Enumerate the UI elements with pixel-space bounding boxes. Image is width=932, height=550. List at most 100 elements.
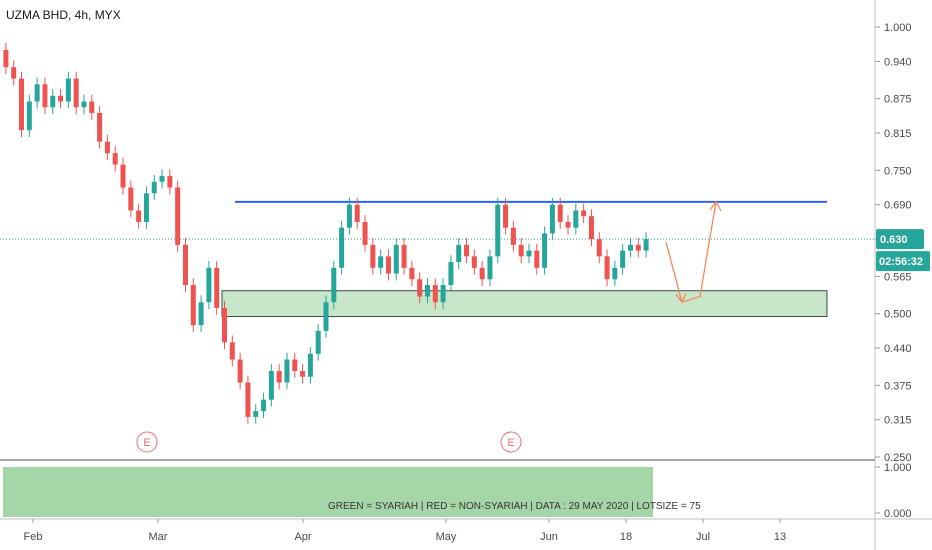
candle-body	[424, 285, 430, 297]
candle-body	[479, 267, 485, 280]
y-tick-label: 1.000	[884, 22, 912, 34]
x-tick-label: Apr	[294, 531, 311, 543]
candle-body	[635, 244, 641, 251]
candle-body	[261, 399, 267, 412]
candle-body	[565, 221, 571, 228]
earnings-marker[interactable]	[500, 431, 522, 453]
candle-body	[534, 250, 540, 268]
candle-body	[503, 204, 509, 228]
candle-body	[206, 267, 212, 303]
y-tick-label: 0.875	[884, 94, 912, 106]
earnings-marker-label: E	[143, 437, 150, 449]
candle-body	[627, 244, 633, 251]
indicator-bar	[3, 467, 653, 517]
candle-body	[549, 204, 555, 234]
candle-body	[495, 204, 501, 257]
candle-body	[3, 49, 9, 68]
candle-body	[73, 78, 79, 108]
candle-body	[229, 342, 235, 360]
candle-body	[385, 256, 391, 274]
candle-body	[58, 95, 64, 102]
candle-body	[26, 101, 32, 131]
last-price-value: 0.630	[880, 234, 908, 246]
candle-body	[471, 256, 477, 268]
candle-body	[487, 256, 493, 280]
forecast-arrow-path	[665, 201, 717, 304]
y-tick-label: 0.250	[884, 452, 912, 464]
candle-body	[307, 353, 313, 377]
candle-body	[65, 78, 71, 102]
candle-body	[182, 244, 188, 285]
candle-body	[339, 227, 345, 268]
candle-body	[143, 193, 149, 222]
candle-body	[50, 95, 56, 108]
candle-body	[284, 359, 290, 383]
candle-body	[362, 221, 368, 245]
indicator-tick-label: 0.000	[884, 508, 912, 520]
candle-body	[510, 227, 516, 245]
candle-body	[276, 371, 282, 383]
candle-body	[518, 244, 524, 257]
candle-body	[190, 285, 196, 326]
candle-body	[104, 141, 110, 154]
x-tick-label: 18	[620, 531, 632, 543]
candle-body	[89, 101, 95, 113]
x-tick-label: Mar	[149, 531, 168, 543]
candle-body	[432, 285, 438, 303]
candle-body	[214, 267, 220, 308]
candle-body	[159, 176, 165, 182]
countdown-badge	[876, 251, 930, 272]
y-tick-label: 0.315	[884, 415, 912, 427]
candle-body	[464, 244, 470, 257]
forecast-arrow-up-head	[709, 200, 722, 212]
candle-body	[417, 279, 423, 297]
candle-body	[167, 176, 173, 188]
candle-body	[245, 382, 251, 417]
y-tick-label: 0.440	[884, 343, 912, 355]
indicator-note: GREEN = SYARIAH | RED = NON-SYARIAH | DA…	[328, 501, 701, 512]
candle-body	[151, 181, 157, 194]
candle-body	[11, 67, 17, 79]
x-tick-label: May	[436, 531, 457, 543]
support-zone[interactable]	[221, 290, 828, 318]
candle-body	[440, 285, 446, 303]
earnings-marker-label: E	[507, 437, 514, 449]
candle-body	[393, 244, 399, 274]
candle-body	[378, 256, 384, 268]
candle-body	[448, 262, 454, 285]
candle-body	[354, 204, 360, 222]
x-tick-label: Jul	[696, 531, 710, 543]
candle-body	[112, 153, 118, 165]
candle-body	[300, 371, 306, 377]
earnings-marker[interactable]	[136, 431, 158, 453]
candle-body	[120, 164, 126, 188]
chart-title: UZMA BHD, 4h, MYX	[6, 8, 121, 22]
candle-body	[97, 113, 103, 142]
candle-body	[573, 210, 579, 228]
candle-body	[557, 204, 563, 222]
candle-body	[292, 359, 298, 371]
candle-body	[198, 302, 204, 326]
candle-body	[604, 256, 610, 280]
candle-body	[620, 250, 626, 268]
indicator-tick-label: 1.000	[884, 462, 912, 474]
last-price-badge	[876, 229, 924, 250]
y-tick-label: 0.690	[884, 200, 912, 212]
candle-body	[175, 187, 181, 245]
candle-body	[42, 84, 48, 108]
x-tick-label: 13	[774, 531, 786, 543]
candle-body	[588, 216, 594, 240]
candle-body	[643, 239, 649, 251]
y-tick-label: 0.500	[884, 309, 912, 321]
candle-body	[323, 302, 329, 331]
y-tick-label: 0.565	[884, 271, 912, 283]
candle-body	[346, 204, 352, 228]
candle-body	[81, 101, 87, 108]
forecast-arrow-down-head	[675, 292, 687, 304]
candle-body	[222, 307, 228, 343]
candle-body	[253, 411, 259, 417]
candle-body	[315, 330, 321, 354]
candle-body	[237, 359, 243, 383]
candle-body	[612, 267, 618, 280]
